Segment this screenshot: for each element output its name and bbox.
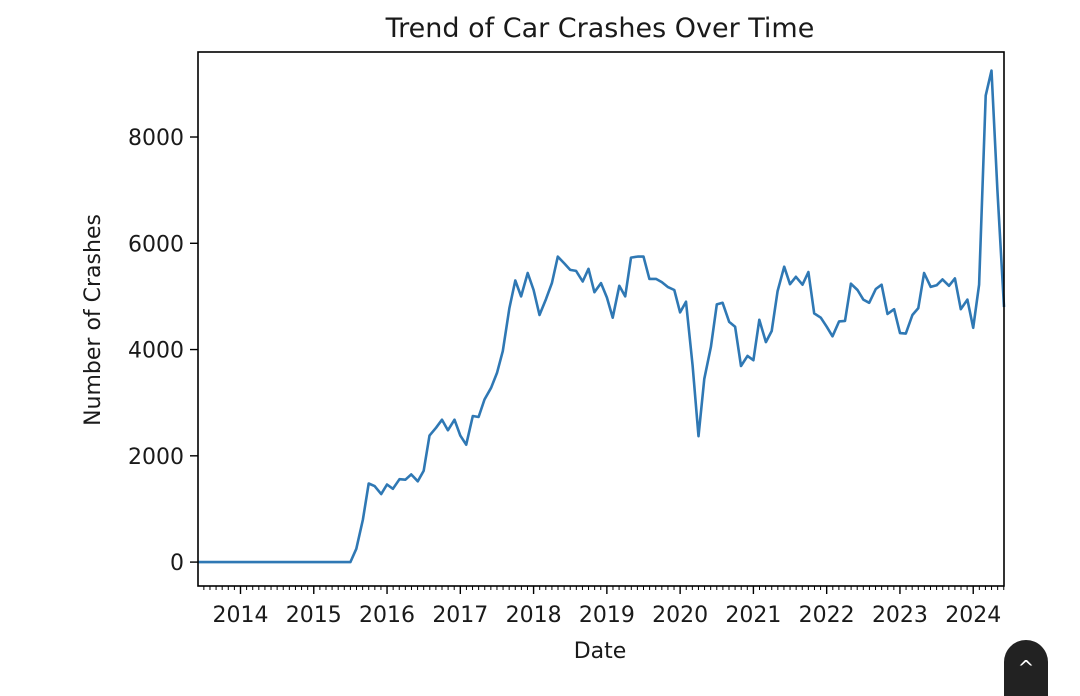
x-tick-label: 2023 (872, 603, 928, 628)
plot-frame (197, 51, 1005, 587)
y-tick-label: 0 (170, 551, 184, 576)
x-tick-label: 2018 (506, 603, 562, 628)
y-tick-label: 4000 (128, 339, 184, 364)
x-axis-label: Date (574, 639, 627, 664)
x-tick-label: 2015 (286, 603, 342, 628)
y-axis-label: Number of Crashes (81, 214, 106, 426)
y-tick-label: 2000 (128, 445, 184, 470)
series-line-0 (198, 69, 1006, 564)
x-tick-label: 2014 (212, 603, 268, 628)
x-tick-label: 2021 (725, 603, 781, 628)
x-tick-label: 2016 (359, 603, 415, 628)
x-tick-label: 2020 (652, 603, 708, 628)
x-tick-label: 2022 (799, 603, 855, 628)
y-tick-label: 8000 (128, 126, 184, 151)
x-tick-label: 2017 (432, 603, 488, 628)
scroll-to-top-button[interactable]: ^ (1004, 640, 1048, 696)
x-tick-label: 2024 (945, 603, 1001, 628)
chevron-up-icon: ^ (1017, 656, 1035, 680)
chart-title: Trend of Car Crashes Over Time (385, 13, 815, 44)
y-tick-label: 6000 (128, 232, 184, 257)
x-tick-label: 2019 (579, 603, 635, 628)
